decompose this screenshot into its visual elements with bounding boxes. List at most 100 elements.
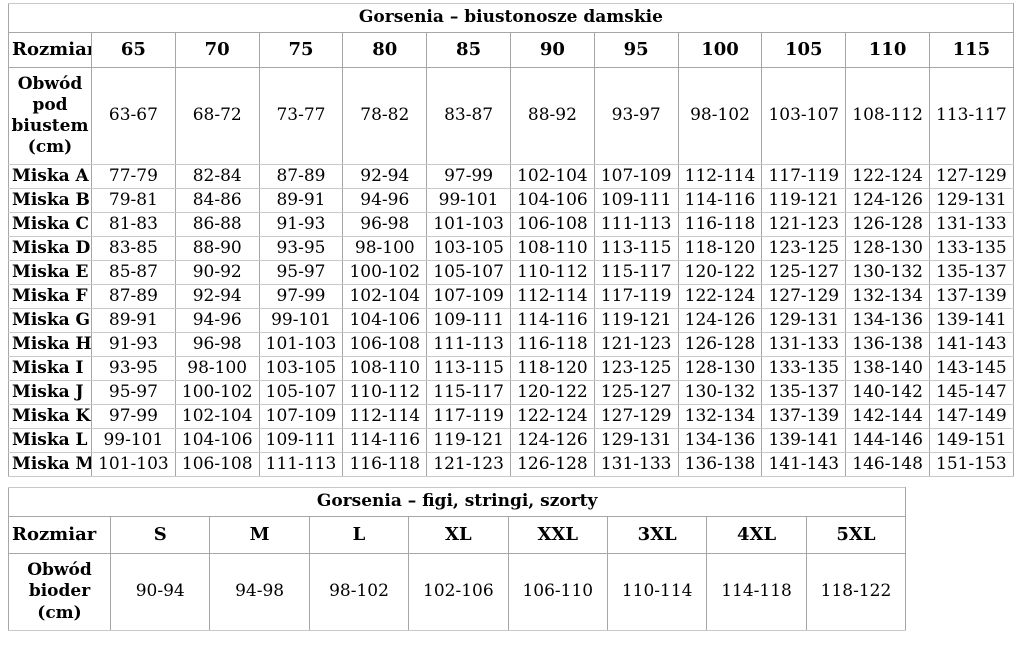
cup-row-label: Miska F	[8, 284, 92, 309]
panty-size-header-cell: XL	[408, 516, 509, 554]
underbust-row-value-cell: 108-112	[845, 67, 930, 165]
cup-row-value-cell: 82-84	[174, 164, 260, 189]
cup-row-value-cell: 129-131	[928, 188, 1014, 213]
bra-size-table: Gorsenia – biustonosze damskie Rozmiar 65…	[8, 3, 1014, 477]
panty-size-header-row: Rozmiar S M L XL XXL 3XL 4XL 5XL	[8, 516, 907, 554]
cup-row-value-cell: 116-118	[342, 452, 428, 477]
cup-row: Miska K 97-99 102-104 107-109 112-114 117-119…	[8, 404, 1014, 429]
cup-row-value-cell: 130-132	[845, 260, 930, 285]
cup-row-value-cell: 131-133	[761, 332, 847, 357]
underbust-row-value-cell: 63-67	[91, 67, 176, 165]
cup-row-value-cell: 151-153	[928, 452, 1014, 477]
hips-row: Obwód bioder (cm) 90-94 94-98 98-102 102-106…	[8, 553, 907, 631]
cup-row-value-cell: 135-137	[928, 260, 1014, 285]
cup-row-value-cell: 91-93	[258, 212, 344, 237]
underbust-row: Obwód pod biustem (cm) 63-67 68-72 73-77 78-…	[8, 67, 1014, 165]
cup-row-value-cell: 147-149	[928, 404, 1014, 429]
cup-row-value-cell: 121-123	[426, 452, 511, 477]
panty-size-header-cell: M	[209, 516, 310, 554]
cup-row: Miska H 91-93 96-98 101-103 106-108 111-113 11…	[8, 332, 1014, 357]
cup-row-value-cell: 136-138	[677, 452, 763, 477]
underbust-row-value-cell: 103-107	[761, 67, 847, 165]
cup-row-value-cell: 116-118	[509, 332, 595, 357]
bra-size-header-cell: 110	[845, 32, 930, 68]
cup-row-value-cell: 109-111	[258, 428, 344, 453]
hips-row-value-cell: 118-122	[805, 553, 907, 631]
cup-row-value-cell: 144-146	[845, 428, 930, 453]
cup-row-value-cell: 134-136	[677, 428, 763, 453]
underbust-row-label: Obwód pod biustem (cm)	[8, 67, 92, 165]
cup-row: Miska C 81-83 86-88 91-93 96-98 101-103 106-10…	[8, 212, 1014, 237]
cup-row: Miska I 93-95 98-100 103-105 108-110 113-115 1…	[8, 356, 1014, 381]
cup-row-value-cell: 118-120	[509, 356, 595, 381]
cup-row-value-cell: 94-96	[342, 188, 428, 213]
cup-row-label: Miska B	[8, 188, 92, 213]
bra-table-title: Gorsenia – biustonosze damskie	[8, 3, 1014, 33]
cup-row-value-cell: 106-108	[342, 332, 428, 357]
panty-size-header-cell: 5XL	[805, 516, 907, 554]
cup-row-value-cell: 107-109	[426, 284, 511, 309]
cup-row-value-cell: 109-111	[426, 308, 511, 333]
cup-row-value-cell: 97-99	[426, 164, 511, 189]
cup-row-value-cell: 101-103	[91, 452, 176, 477]
panty-size-header-cell: XXL	[507, 516, 608, 554]
cup-row-value-cell: 106-108	[509, 212, 595, 237]
bra-size-header-row: Rozmiar 65 70 75 80 85 90 95 100 105 110 115	[8, 32, 1014, 68]
cup-row-value-cell: 115-117	[593, 260, 679, 285]
cup-row-value-cell: 96-98	[174, 332, 260, 357]
cup-row-value-cell: 125-127	[761, 260, 847, 285]
cup-row-value-cell: 102-104	[174, 404, 260, 429]
cup-row-label: Miska D	[8, 236, 92, 261]
cup-row-value-cell: 117-119	[593, 284, 679, 309]
bra-size-header-cell: 100	[677, 32, 763, 68]
cup-row-value-cell: 136-138	[845, 332, 930, 357]
cup-row-value-cell: 117-119	[761, 164, 847, 189]
cup-row: Miska F 87-89 92-94 97-99 102-104 107-109 112-…	[8, 284, 1014, 309]
cup-row-value-cell: 102-104	[509, 164, 595, 189]
cup-row-value-cell: 132-134	[677, 404, 763, 429]
cup-row-value-cell: 77-79	[91, 164, 176, 189]
underbust-row-value-cell: 113-117	[928, 67, 1014, 165]
cup-row-value-cell: 128-130	[845, 236, 930, 261]
bra-rozmiar-label: Rozmiar	[8, 32, 92, 68]
cup-row-value-cell: 98-100	[174, 356, 260, 381]
cup-row-value-cell: 93-95	[91, 356, 176, 381]
panty-table-title: Gorsenia – figi, stringi, szorty	[7, 487, 907, 517]
hips-row-value-cell: 90-94	[109, 553, 211, 631]
cup-row-value-cell: 105-107	[258, 380, 344, 405]
cup-row-value-cell: 124-126	[509, 428, 595, 453]
cup-row-value-cell: 87-89	[258, 164, 344, 189]
underbust-row-value-cell: 78-82	[342, 67, 428, 165]
cup-row-value-cell: 132-134	[845, 284, 930, 309]
cup-row-value-cell: 125-127	[593, 380, 679, 405]
cup-row: Miska M 101-103 106-108 111-113 116-118 121-1…	[8, 452, 1014, 477]
cup-row-value-cell: 89-91	[91, 308, 176, 333]
cup-row-value-cell: 120-122	[509, 380, 595, 405]
cup-row-value-cell: 115-117	[426, 380, 511, 405]
cup-row-value-cell: 112-114	[342, 404, 428, 429]
cup-row-value-cell: 97-99	[91, 404, 176, 429]
cup-row-value-cell: 114-116	[509, 308, 595, 333]
cup-row-value-cell: 123-125	[761, 236, 847, 261]
cup-row-label: Miska C	[8, 212, 92, 237]
cup-row-value-cell: 99-101	[91, 428, 176, 453]
cup-row-value-cell: 141-143	[761, 452, 847, 477]
cup-row-value-cell: 121-123	[761, 212, 847, 237]
cup-row-label: Miska E	[8, 260, 92, 285]
cup-row-value-cell: 90-92	[174, 260, 260, 285]
hips-row-value-cell: 106-110	[507, 553, 608, 631]
cup-row-value-cell: 86-88	[174, 212, 260, 237]
hips-row-value-cell: 98-102	[308, 553, 410, 631]
cup-row-value-cell: 128-130	[677, 356, 763, 381]
cup-row-value-cell: 105-107	[426, 260, 511, 285]
cup-row-value-cell: 83-85	[91, 236, 176, 261]
cup-row-value-cell: 104-106	[509, 188, 595, 213]
cup-row-label: Miska A	[8, 164, 92, 189]
panty-size-header-cell: 3XL	[606, 516, 708, 554]
cup-row-value-cell: 104-106	[342, 308, 428, 333]
cup-row-value-cell: 109-111	[593, 188, 679, 213]
hips-row-label: Obwód bioder (cm)	[8, 553, 111, 631]
cup-row-value-cell: 116-118	[677, 212, 763, 237]
cup-row-value-cell: 112-114	[677, 164, 763, 189]
cup-row-value-cell: 81-83	[91, 212, 176, 237]
